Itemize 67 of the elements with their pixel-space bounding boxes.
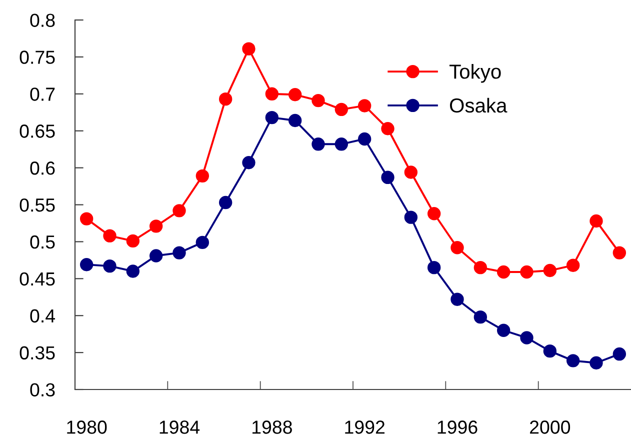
point	[520, 331, 534, 344]
point	[404, 166, 418, 179]
point	[590, 214, 603, 228]
point	[520, 265, 534, 279]
point	[474, 310, 488, 324]
point	[358, 99, 372, 112]
point	[265, 110, 279, 124]
y-tick-label: 0.7	[30, 88, 55, 101]
point	[196, 236, 210, 250]
y-tick-label: 0.75	[20, 50, 55, 64]
point	[218, 92, 232, 106]
point	[103, 229, 116, 242]
y-tick-label: 0.65	[20, 124, 55, 138]
point	[566, 258, 580, 272]
point	[334, 138, 348, 151]
point	[543, 264, 557, 278]
point	[612, 246, 626, 260]
point	[172, 204, 186, 218]
x-tick-label: 2000	[530, 420, 570, 434]
point	[612, 347, 626, 361]
x-tick-label: 1992	[345, 420, 384, 434]
legend-label: Tokyo	[449, 64, 501, 83]
y-tick-label: 0.5	[30, 235, 55, 249]
point	[288, 114, 302, 128]
point	[80, 212, 94, 226]
point	[126, 234, 140, 248]
point	[427, 207, 441, 220]
point	[80, 258, 94, 272]
point	[312, 138, 325, 151]
point	[312, 94, 325, 108]
point	[172, 246, 186, 260]
point	[566, 354, 580, 368]
point	[242, 42, 256, 56]
point	[543, 344, 557, 358]
point	[149, 220, 163, 233]
point	[103, 259, 116, 273]
point	[334, 102, 348, 116]
point	[242, 156, 256, 170]
point	[427, 260, 441, 274]
point	[381, 170, 394, 184]
y-tick-label: 0.55	[20, 198, 55, 212]
y-tick-label: 0.4	[30, 309, 56, 323]
point	[474, 260, 488, 274]
x-tick-label: 1996	[438, 420, 478, 434]
y-tick-label: 0.3	[30, 383, 55, 396]
x-tick-label: 1984	[160, 420, 200, 434]
point	[149, 249, 163, 262]
y-tick-label: 0.8	[30, 14, 55, 27]
point	[450, 241, 464, 254]
point	[126, 264, 140, 278]
point	[288, 88, 302, 102]
point	[590, 356, 603, 370]
x-tick-label: 1980	[67, 420, 107, 434]
point	[496, 265, 510, 279]
y-tick-label: 0.6	[30, 162, 55, 175]
point	[496, 324, 510, 337]
point	[404, 210, 418, 224]
x-tick-label: 1988	[252, 420, 292, 434]
y-tick-label: 0.35	[20, 346, 55, 360]
y-tick-label: 0.45	[20, 272, 55, 286]
legend-label: Osaka	[450, 98, 508, 113]
point	[381, 122, 394, 136]
point	[358, 132, 372, 146]
point	[265, 87, 279, 100]
point	[218, 196, 232, 210]
point	[196, 169, 210, 183]
point	[450, 292, 464, 306]
